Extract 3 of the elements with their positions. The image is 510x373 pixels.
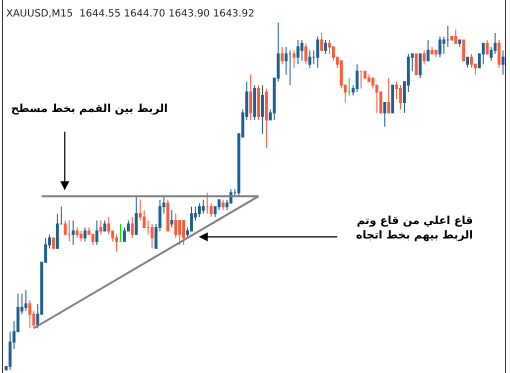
annotation: الربط بين القمم بخط مسطح — [11, 102, 168, 115]
chart-title: XAUUSD,M15 1644.55 1644.70 1643.90 1643.92 — [6, 8, 254, 20]
annotation: قاع اعلي من قاع وتم الربط بيهم بخط اتجاه — [356, 214, 473, 242]
